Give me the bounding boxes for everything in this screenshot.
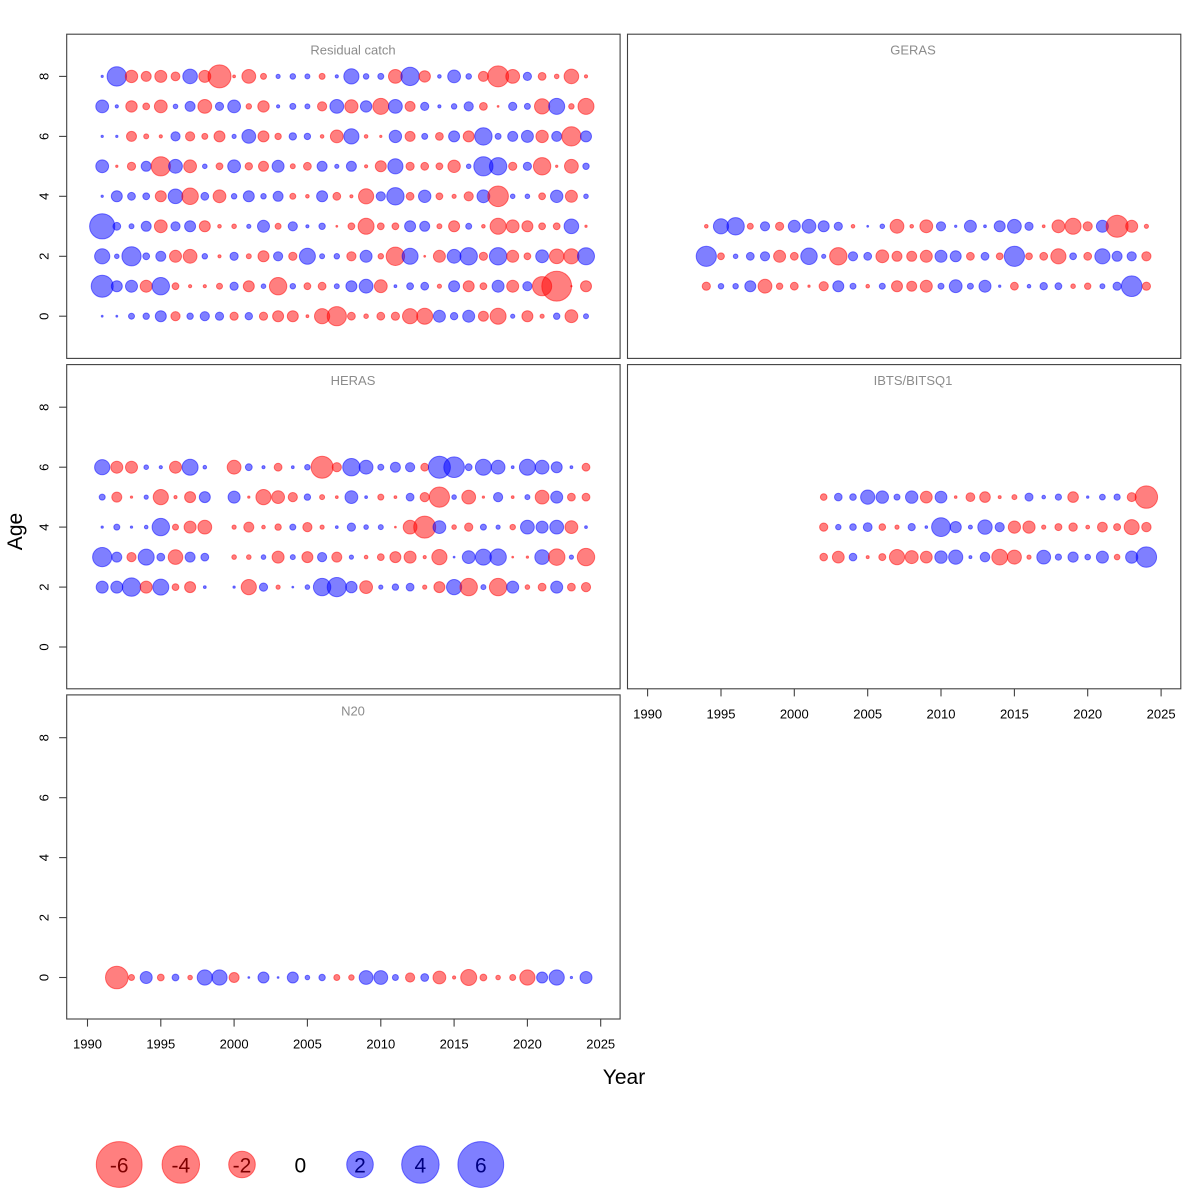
svg-text:2020: 2020 bbox=[513, 1037, 542, 1052]
svg-text:HERAS: HERAS bbox=[331, 373, 376, 388]
svg-text:Residual catch: Residual catch bbox=[310, 43, 395, 58]
svg-text:1990: 1990 bbox=[73, 1037, 102, 1052]
svg-text:2010: 2010 bbox=[927, 706, 956, 721]
svg-text:6: 6 bbox=[37, 794, 52, 801]
svg-text:6: 6 bbox=[37, 133, 52, 140]
svg-text:GERAS: GERAS bbox=[890, 43, 936, 58]
svg-text:Year: Year bbox=[603, 1066, 645, 1089]
svg-text:2: 2 bbox=[37, 253, 52, 260]
svg-text:2: 2 bbox=[37, 914, 52, 921]
svg-text:4: 4 bbox=[37, 854, 52, 861]
svg-text:1995: 1995 bbox=[707, 706, 736, 721]
svg-text:2025: 2025 bbox=[586, 1037, 615, 1052]
svg-text:2020: 2020 bbox=[1073, 706, 1102, 721]
svg-text:4: 4 bbox=[37, 193, 52, 200]
svg-text:8: 8 bbox=[37, 734, 52, 741]
svg-text:8: 8 bbox=[37, 404, 52, 411]
svg-text:8: 8 bbox=[37, 73, 52, 80]
svg-text:4: 4 bbox=[37, 523, 52, 530]
svg-text:2000: 2000 bbox=[780, 706, 809, 721]
svg-text:IBTS/BITSQ1: IBTS/BITSQ1 bbox=[874, 373, 953, 388]
svg-text:2005: 2005 bbox=[293, 1037, 322, 1052]
svg-text:Age: Age bbox=[4, 513, 27, 550]
svg-text:N20: N20 bbox=[341, 703, 365, 718]
svg-text:2015: 2015 bbox=[1000, 706, 1029, 721]
svg-text:2: 2 bbox=[37, 583, 52, 590]
svg-text:2010: 2010 bbox=[366, 1037, 395, 1052]
svg-text:0: 0 bbox=[37, 313, 52, 320]
svg-text:1990: 1990 bbox=[633, 706, 662, 721]
svg-text:1995: 1995 bbox=[146, 1037, 175, 1052]
svg-text:2025: 2025 bbox=[1147, 706, 1176, 721]
svg-text:0: 0 bbox=[37, 643, 52, 650]
svg-text:2005: 2005 bbox=[853, 706, 882, 721]
svg-text:0: 0 bbox=[295, 1154, 307, 1177]
svg-text:6: 6 bbox=[37, 464, 52, 471]
svg-text:2000: 2000 bbox=[220, 1037, 249, 1052]
svg-text:0: 0 bbox=[37, 974, 52, 981]
svg-text:2015: 2015 bbox=[440, 1037, 469, 1052]
